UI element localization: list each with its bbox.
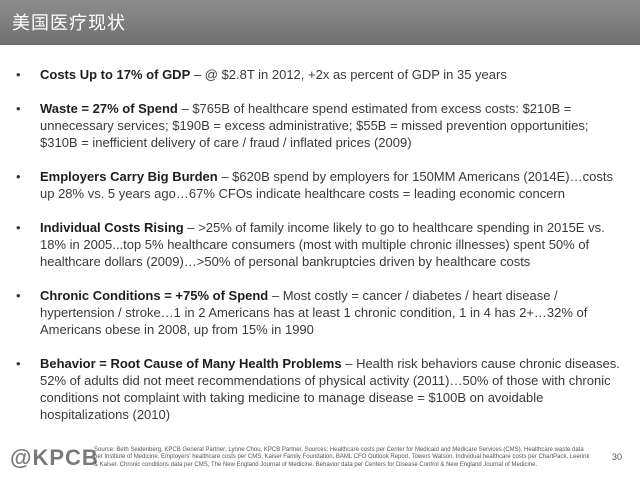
bullet-item: • Behavior = Root Cause of Many Health Pr… <box>12 355 620 423</box>
bullet-text: – @ $2.8T in 2012, +2x as percent of GDP… <box>190 67 507 82</box>
bullet-dot: • <box>16 67 21 82</box>
bullet-dot: • <box>16 288 21 303</box>
kpcb-logo: @KPCB <box>10 445 99 470</box>
bullet-text: – $620B spend by employers for 150MM Ame… <box>40 169 613 201</box>
title-bar: 美国医疗现状 <box>0 0 640 45</box>
bullet-item: • Costs Up to 17% of GDP – @ $2.8T in 201… <box>12 66 620 83</box>
bullet-heading: Behavior = Root Cause of Many Health Pro… <box>40 356 342 371</box>
page-title: 美国医疗现状 <box>12 13 126 34</box>
source-note: Source: Beth Seidenberg, KPCB General Pa… <box>94 447 590 468</box>
bullet-heading: Costs Up to 17% of GDP <box>40 67 191 82</box>
bullet-list: • Costs Up to 17% of GDP – @ $2.8T in 201… <box>12 66 620 440</box>
bullet-item: • Employers Carry Big Burden – $620B spen… <box>12 168 620 202</box>
bullet-heading: Individual Costs Rising <box>40 220 184 235</box>
bullet-text: – Most costly = cancer / diabetes / hear… <box>40 288 588 337</box>
page-number: 30 <box>612 452 623 462</box>
bullet-item: • Waste = 27% of Spend – $765B of healthc… <box>12 100 620 151</box>
bullet-item: • Chronic Conditions = +75% of Spend – Mo… <box>12 287 620 338</box>
bullet-heading: Chronic Conditions = +75% of Spend <box>40 288 269 303</box>
bullet-heading: Waste = 27% of Spend <box>40 101 178 116</box>
bullet-dot: • <box>16 101 21 116</box>
bullet-dot: • <box>16 169 21 184</box>
bullet-dot: • <box>16 356 21 371</box>
bullet-text: – $765B of healthcare spend estimated fr… <box>40 101 589 150</box>
bullet-text: – Health risk behaviors cause chronic di… <box>40 356 620 422</box>
bullet-text: – >25% of family income likely to go to … <box>40 220 605 269</box>
bullet-dot: • <box>16 220 21 235</box>
bullet-heading: Employers Carry Big Burden <box>40 169 218 184</box>
bullet-item: • Individual Costs Rising – >25% of famil… <box>12 219 620 270</box>
